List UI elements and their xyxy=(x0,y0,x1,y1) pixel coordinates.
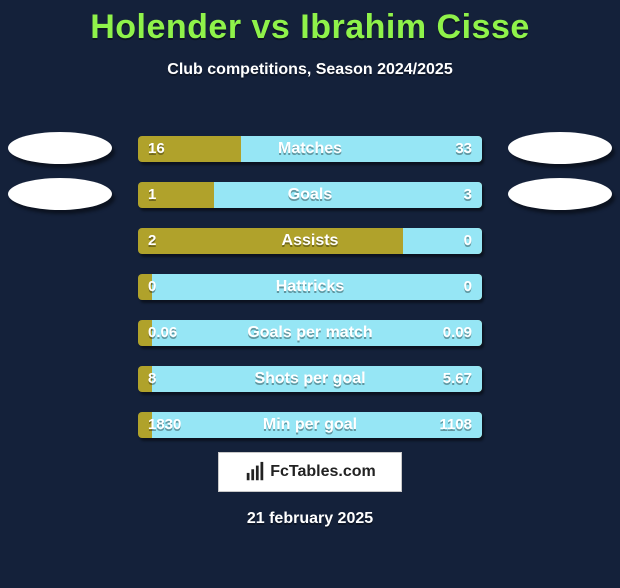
stat-bar-track xyxy=(138,366,482,392)
stat-row: Hattricks00 xyxy=(0,264,620,310)
stat-bar-track xyxy=(138,228,482,254)
stat-row: Assists20 xyxy=(0,218,620,264)
stat-bar-right-fill xyxy=(152,274,482,300)
bar-chart-icon xyxy=(244,461,266,483)
watermark-text: FcTables.com xyxy=(270,463,376,481)
stat-row: Goals per match0.060.09 xyxy=(0,310,620,356)
stat-bar-track xyxy=(138,274,482,300)
watermark-badge: FcTables.com xyxy=(218,452,402,492)
comparison-stage: Matches1633Goals13Assists20Hattricks00Go… xyxy=(0,126,620,448)
stat-bar-right-fill xyxy=(403,228,482,254)
page-subtitle: Club competitions, Season 2024/2025 xyxy=(0,61,620,79)
player-left-photo xyxy=(8,178,112,210)
stat-row: Goals13 xyxy=(0,172,620,218)
stat-bar-right-fill xyxy=(152,320,482,346)
stat-bar-track xyxy=(138,136,482,162)
player-right-photo xyxy=(508,178,612,210)
date-line: 21 february 2025 xyxy=(0,510,620,528)
stat-bar-right-fill xyxy=(152,366,482,392)
stat-bar-track xyxy=(138,320,482,346)
stat-row: Shots per goal85.67 xyxy=(0,356,620,402)
stat-row: Min per goal18301108 xyxy=(0,402,620,448)
player-right-photo xyxy=(508,132,612,164)
stat-bar-right-fill xyxy=(214,182,482,208)
stat-bar-track xyxy=(138,412,482,438)
page-title: Holender vs Ibrahim Cisse xyxy=(0,8,620,47)
stat-bar-right-fill xyxy=(241,136,482,162)
player-left-photo xyxy=(8,132,112,164)
stat-bar-track xyxy=(138,182,482,208)
stat-bar-right-fill xyxy=(152,412,482,438)
stat-row: Matches1633 xyxy=(0,126,620,172)
